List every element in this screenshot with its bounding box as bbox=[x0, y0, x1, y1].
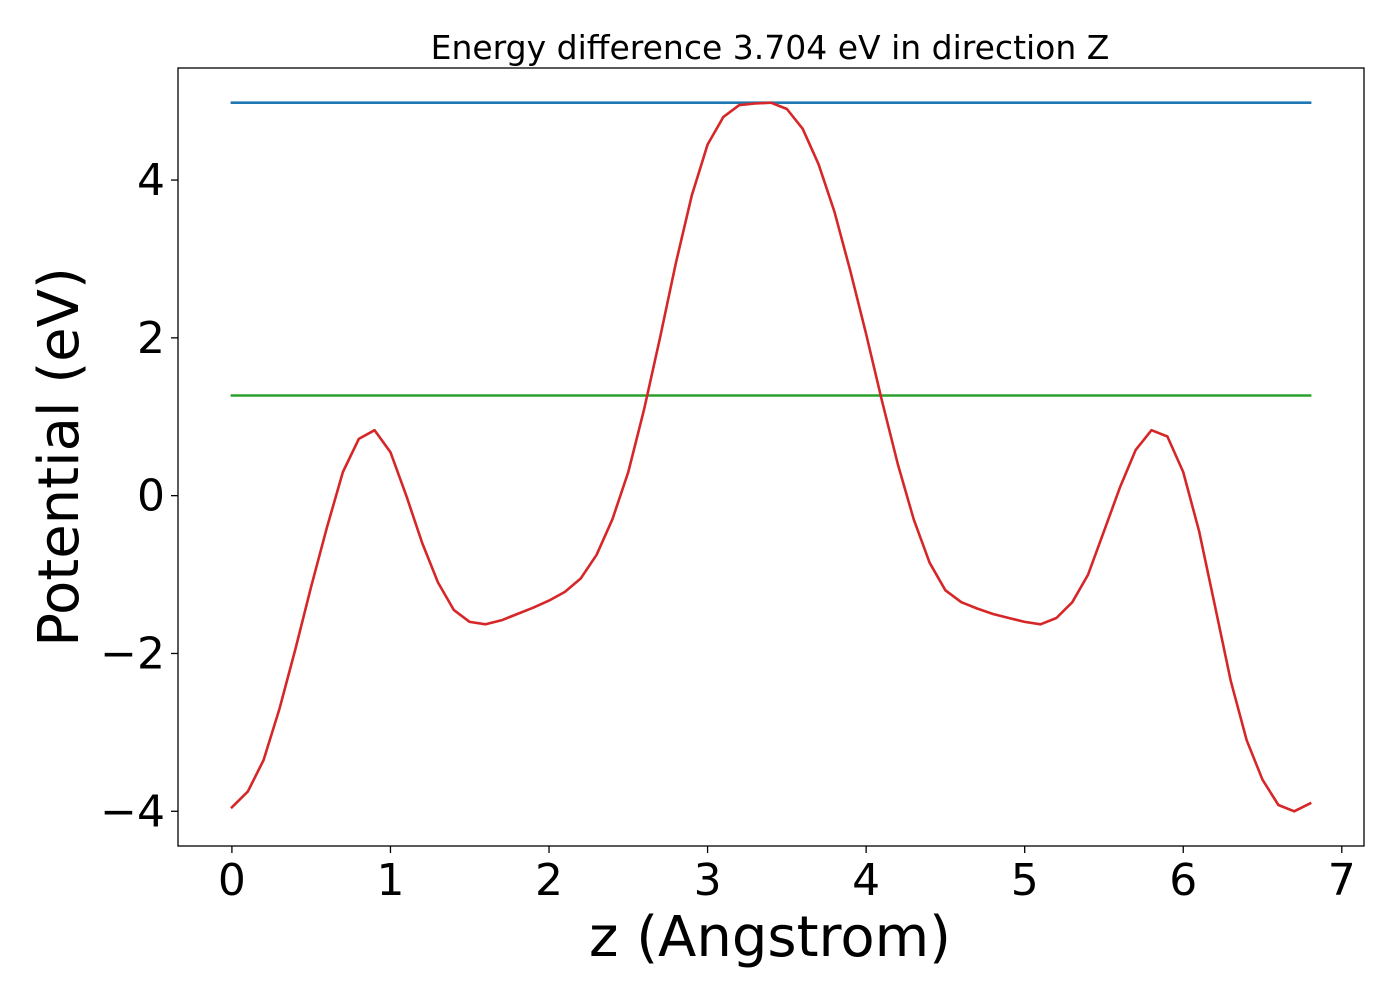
x-tick-label: 4 bbox=[852, 855, 880, 906]
x-axis-label: z (Angstrom) bbox=[589, 905, 951, 970]
x-tick-label: 5 bbox=[1011, 855, 1039, 906]
series-line-3 bbox=[230, 101, 1312, 813]
y-axis-ticks: −4 −2 0 2 4 bbox=[100, 155, 178, 837]
y-tick-label: 4 bbox=[137, 155, 165, 206]
plot-lines bbox=[230, 101, 1312, 813]
y-axis-label: Potential (eV) bbox=[27, 267, 92, 647]
x-tick-label: 3 bbox=[694, 855, 722, 906]
x-tick-label: 7 bbox=[1328, 855, 1356, 906]
x-tick-label: 0 bbox=[218, 855, 246, 906]
y-tick-label: 0 bbox=[137, 471, 165, 522]
plot-frame bbox=[177, 67, 1365, 847]
chart-title: Energy difference 3.704 eV in direction … bbox=[431, 28, 1110, 67]
x-axis-ticks: 0 1 2 3 4 5 6 7 bbox=[218, 846, 1356, 906]
y-tick-label: 2 bbox=[137, 313, 165, 364]
x-tick-label: 6 bbox=[1169, 855, 1197, 906]
y-tick-label: −2 bbox=[100, 628, 165, 679]
x-tick-label: 1 bbox=[376, 855, 404, 906]
x-tick-label: 2 bbox=[535, 855, 563, 906]
y-tick-label: −4 bbox=[100, 786, 165, 837]
